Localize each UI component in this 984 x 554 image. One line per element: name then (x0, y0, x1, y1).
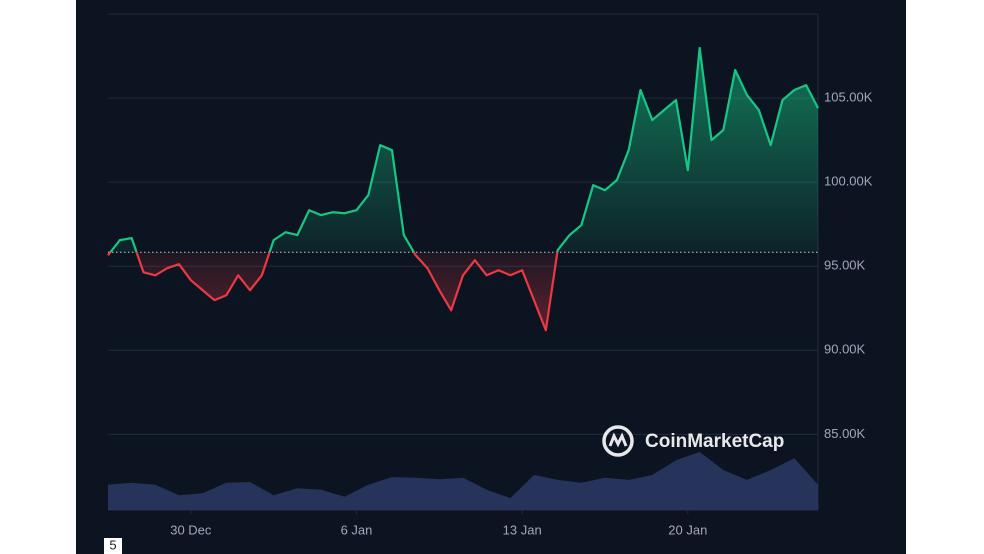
watermark-text: CoinMarketCap (645, 431, 784, 452)
price-line (107, 46, 819, 332)
footnote-bg (104, 538, 122, 554)
y-tick-label: 90.00K (824, 342, 866, 357)
area (108, 47, 818, 331)
logo (602, 425, 634, 457)
footnote: 5 (109, 537, 116, 552)
volume-area (108, 451, 818, 510)
watermark: CoinMarketCap (602, 425, 784, 457)
y-tick-label: 100.00K (824, 174, 873, 189)
x-tick-label: 30 Dec (170, 522, 212, 537)
y-tick-label: 95.00K (824, 258, 866, 273)
x-tick-label: 6 Jan (341, 522, 373, 537)
y-tick-label: 105.00K (824, 90, 873, 105)
y-tick-label: 85.00K (824, 426, 866, 441)
x-tick-label: 20 Jan (668, 522, 707, 537)
x-tick-label: 13 Jan (503, 522, 542, 537)
logo-mark (608, 432, 628, 448)
